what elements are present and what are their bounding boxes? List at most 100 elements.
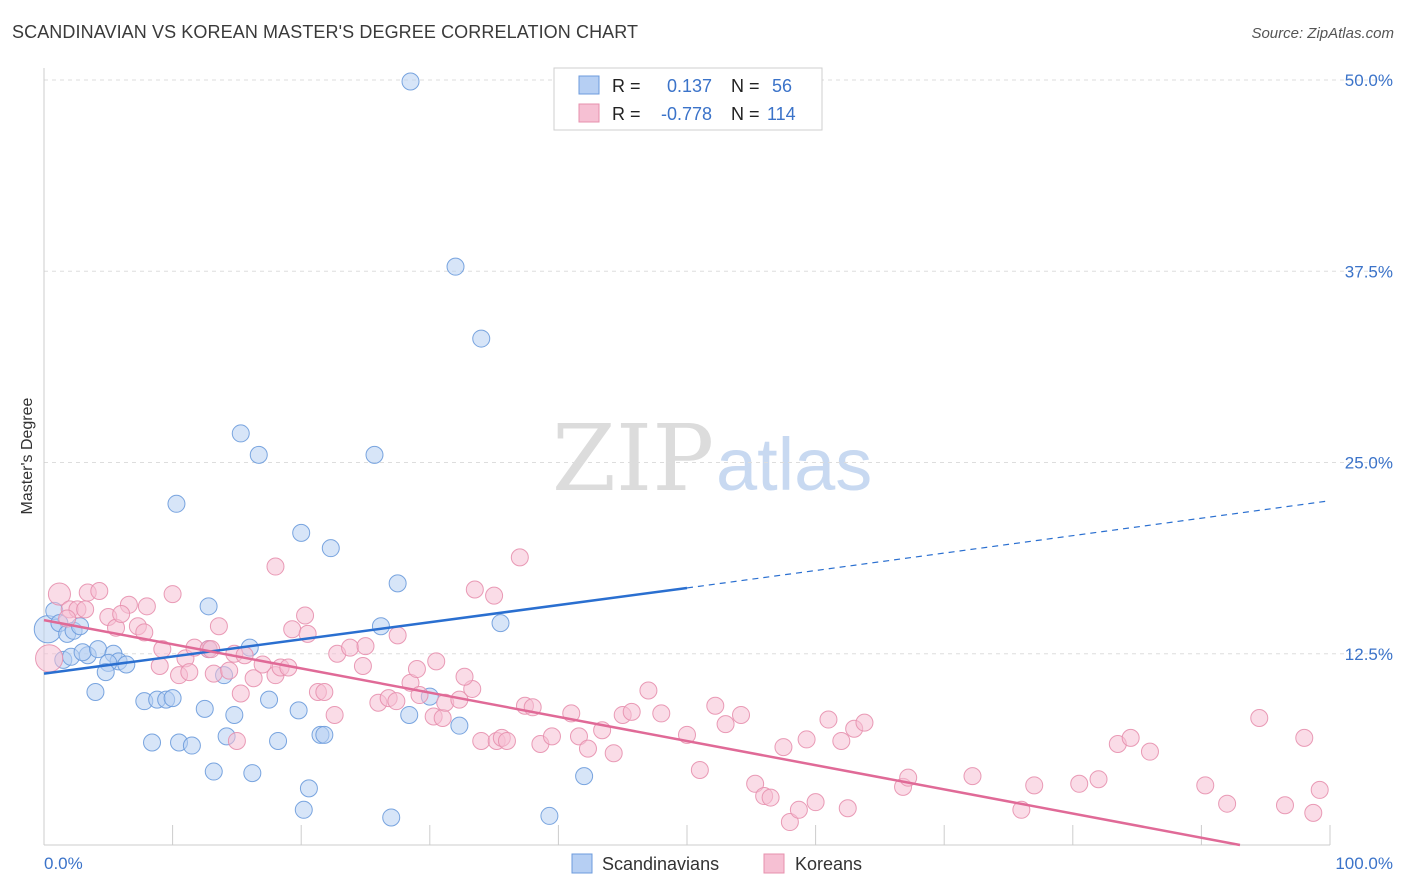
- bottom-legend-swatch-scandinavians: [571, 853, 593, 874]
- scandinavian-point: [491, 614, 510, 633]
- korean-point: [1121, 728, 1140, 747]
- korean-point: [209, 617, 228, 636]
- korean-point: [838, 799, 857, 818]
- x-tick-label-min: 0.0%: [44, 854, 83, 873]
- korean-point: [180, 663, 199, 682]
- korean-point: [465, 580, 484, 599]
- scandinavian-trend-line: [43, 586, 688, 675]
- scandinavian-points: [33, 72, 594, 827]
- y-tick-label: 25.0%: [1345, 454, 1393, 473]
- korean-point: [231, 684, 250, 703]
- korean-point: [716, 715, 735, 734]
- korean-point: [1070, 774, 1089, 793]
- scandinavian-point: [575, 767, 594, 786]
- korean-point: [341, 638, 360, 657]
- scandinavian-point: [269, 731, 288, 750]
- korean-point: [963, 767, 982, 786]
- korean-point: [1250, 709, 1269, 728]
- scandinavian-point: [299, 779, 318, 798]
- bottom-legend-label-scandinavians: Scandinavians: [602, 854, 719, 874]
- scandinavian-point: [260, 690, 279, 709]
- korean-point: [652, 704, 671, 723]
- korean-trend-line: [43, 618, 1241, 847]
- y-tick-label: 50.0%: [1345, 71, 1393, 90]
- scandinavian-point: [365, 445, 384, 464]
- korean-point: [819, 710, 838, 729]
- legend-swatch-scandinavians: [578, 75, 600, 95]
- korean-point: [1196, 776, 1215, 795]
- legend-r-label-koreans: R =: [612, 104, 641, 124]
- korean-point: [325, 705, 344, 724]
- korean-point: [135, 623, 154, 642]
- bottom-legend-swatch-koreans: [763, 853, 785, 874]
- korean-point: [497, 731, 516, 750]
- korean-point: [296, 606, 315, 625]
- scandinavian-point: [143, 733, 162, 752]
- korean-point: [510, 548, 529, 567]
- korean-point: [832, 731, 851, 750]
- scandinavian-point: [243, 764, 262, 783]
- korean-point: [235, 646, 254, 665]
- watermark: ZIP atlas: [552, 405, 872, 512]
- scandinavian-point: [199, 597, 218, 616]
- scandinavian-point: [540, 806, 559, 825]
- korean-point: [353, 656, 372, 675]
- korean-point: [578, 739, 597, 758]
- legend-r-value-koreans: -0.778: [661, 104, 712, 124]
- korean-point: [1275, 796, 1294, 815]
- korean-point: [774, 738, 793, 757]
- korean-point: [1304, 803, 1323, 822]
- x-tick-label-max: 100.0%: [1335, 854, 1393, 873]
- scandinavian-point: [401, 72, 420, 91]
- scandinavian-point: [472, 329, 491, 348]
- y-tick-label: 12.5%: [1345, 645, 1393, 664]
- scandinavian-point: [195, 699, 214, 718]
- korean-point: [761, 788, 780, 807]
- scandinavian-point: [163, 689, 182, 708]
- korean-point: [780, 813, 799, 832]
- korean-point: [455, 667, 474, 686]
- korean-point: [387, 692, 406, 711]
- korean-point: [76, 600, 95, 619]
- korean-point: [706, 696, 725, 715]
- gridlines: [44, 79, 1394, 655]
- korean-point: [1295, 728, 1314, 747]
- korean-point: [283, 620, 302, 639]
- scandinavian-point: [73, 643, 92, 662]
- korean-point: [1218, 794, 1237, 813]
- korean-point: [806, 793, 825, 812]
- legend-n-label-scandinavians: N =: [731, 76, 760, 96]
- y-tick-label: 37.5%: [1345, 262, 1393, 281]
- korean-points: [35, 548, 1329, 832]
- scandinavian-point: [388, 574, 407, 593]
- scandinavian-point: [204, 762, 223, 781]
- korean-point: [112, 604, 131, 623]
- scandinavian-point: [294, 800, 313, 819]
- korean-point: [388, 626, 407, 645]
- korean-point: [797, 730, 816, 749]
- korean-point: [266, 557, 285, 576]
- source-credit: Source: ZipAtlas.com: [1251, 25, 1394, 42]
- korean-point: [90, 582, 109, 601]
- korean-point: [569, 727, 588, 746]
- korean-point: [137, 597, 156, 616]
- korean-point: [227, 731, 246, 750]
- chart-title: SCANDINAVIAN VS KOREAN MASTER'S DEGREE C…: [12, 22, 639, 42]
- legend-n-value-koreans: 114: [767, 104, 796, 124]
- korean-point: [732, 705, 751, 724]
- scandinavian-point: [289, 701, 308, 720]
- legend-n-label-koreans: N =: [731, 104, 760, 124]
- legend-r-value-scandinavians: 0.137: [667, 76, 712, 96]
- watermark-zip: ZIP: [552, 405, 714, 512]
- watermark-atlas: atlas: [716, 423, 872, 506]
- korean-point: [35, 644, 64, 673]
- bottom-legend-label-koreans: Koreans: [795, 854, 862, 874]
- korean-point: [356, 637, 375, 656]
- y-tick-labels: 12.5% 25.0% 37.5% 50.0%: [1345, 71, 1393, 664]
- korean-point: [789, 800, 808, 819]
- correlation-legend: R = 0.137 N = 56 R = -0.778 N = 114: [553, 67, 823, 131]
- scandinavian-point: [400, 705, 419, 724]
- korean-point: [244, 669, 263, 688]
- korean-point: [690, 761, 709, 780]
